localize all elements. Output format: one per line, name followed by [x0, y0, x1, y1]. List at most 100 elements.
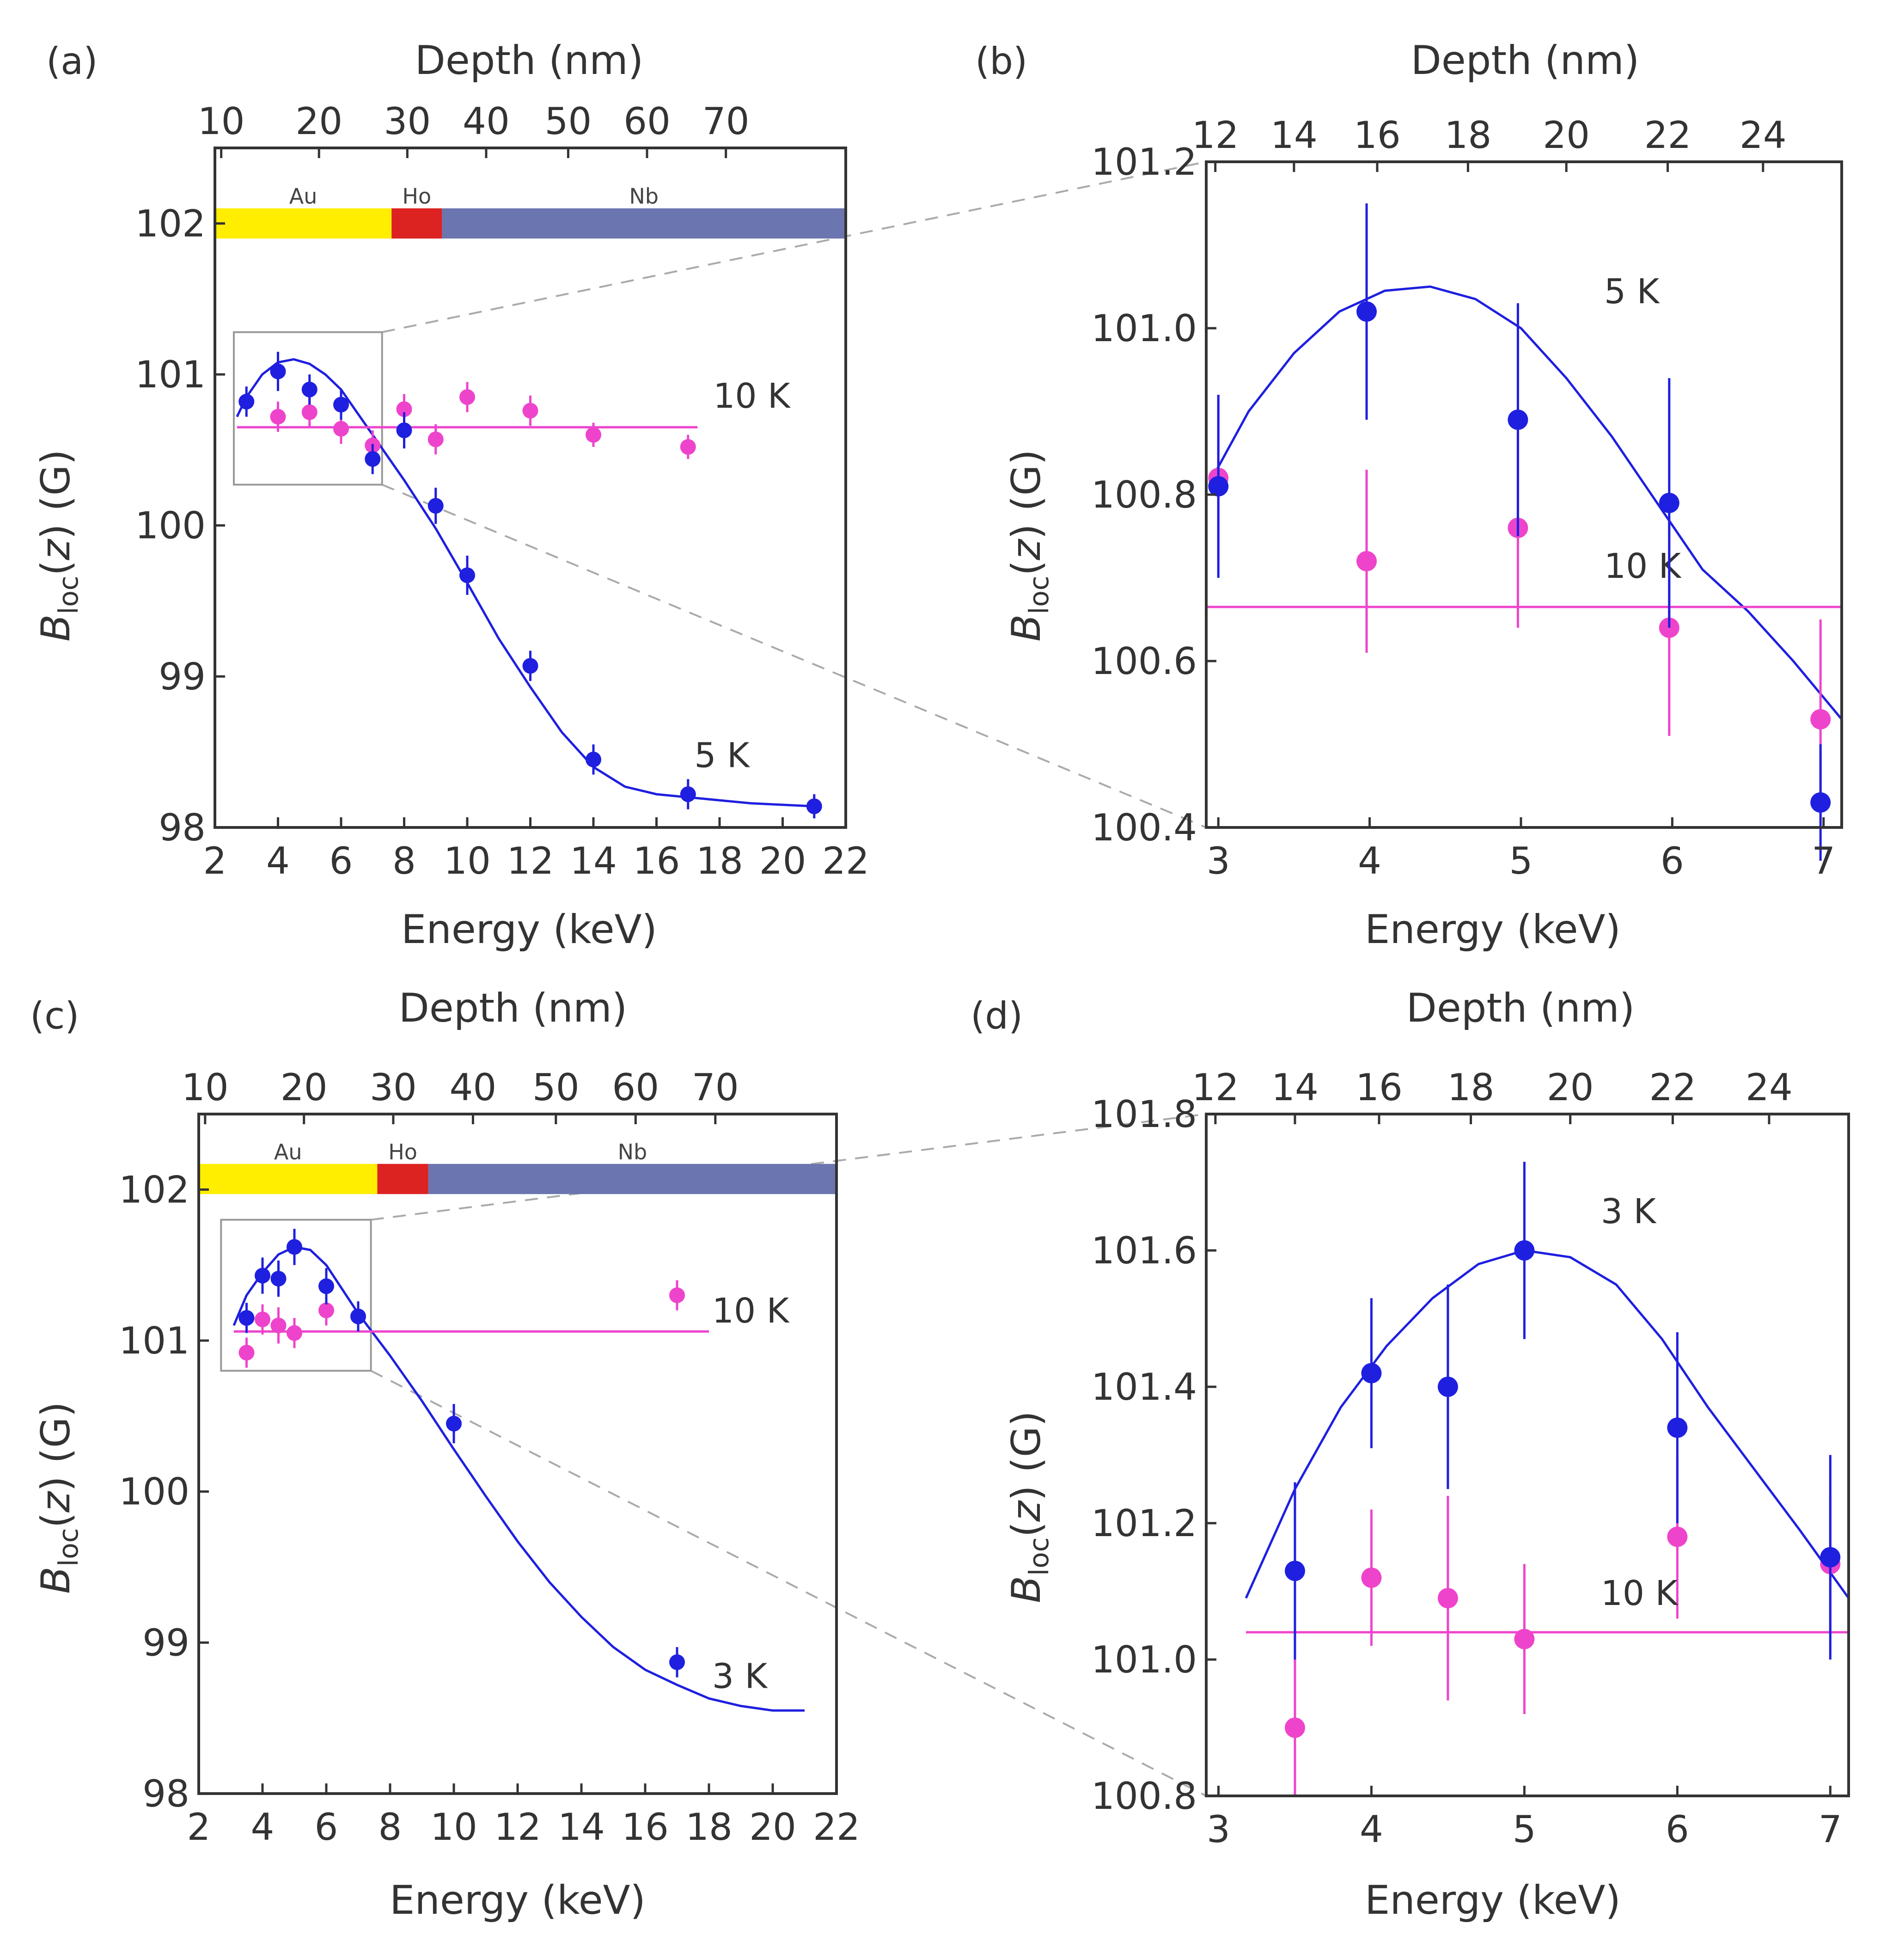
- y-axis-title-c: Bloc(z) (G): [33, 1402, 84, 1594]
- panel-label-b: (b): [975, 40, 1027, 83]
- data-point-10K-a: [427, 431, 444, 447]
- panel-c: (c) Depth (nm) Energy (keV) Bloc(z) (G) …: [30, 985, 860, 1923]
- y-tick-label-c: 98: [142, 1772, 189, 1815]
- zoom-connector-c: [370, 1370, 1207, 1797]
- x-tick-label-a: 18: [696, 839, 743, 882]
- fit-line-3K-c: [232, 1245, 805, 1712]
- depth-axis-title-d: Depth (nm): [1406, 985, 1635, 1031]
- x-tick-label-a: 22: [822, 839, 869, 882]
- x-tick-label-d: 6: [1666, 1808, 1689, 1851]
- panel-a: (a) Depth (nm) Energy (keV) Bloc(z) (G) …: [33, 37, 869, 953]
- plot-area-b: 10 K 5 K 3 4 5 6 7 100.4 100.6 100.8 101.0 101.212 1…: [1091, 114, 1843, 882]
- layer-label-nb-a: Nb: [629, 184, 659, 209]
- fit-line-3K-d: [1245, 1249, 1850, 1599]
- depth-tick-label-d: 18: [1447, 1066, 1495, 1109]
- plot-frame-d: [1205, 1113, 1850, 1797]
- layer-bar-ho-c: [377, 1164, 428, 1194]
- zoom-connector-a: [382, 161, 1207, 333]
- x-tick-label-c: 18: [685, 1806, 733, 1849]
- depth-tick-label-d: 24: [1746, 1066, 1793, 1109]
- x-tick-label-b: 6: [1661, 839, 1684, 882]
- data-point-5K-a: [238, 393, 255, 410]
- y-tick-label-b: 100.6: [1091, 640, 1197, 683]
- series-label-5K-a: 5 K: [694, 735, 751, 775]
- x-tick-label-a: 14: [570, 839, 617, 882]
- data-point-10K-a: [586, 427, 601, 443]
- depth-tick-label-d: 22: [1649, 1066, 1697, 1109]
- data-point-5K-a: [301, 381, 318, 398]
- depth-tick-label-d: 12: [1192, 1066, 1239, 1109]
- y-tick-label-b: 100.4: [1091, 806, 1197, 849]
- depth-tick-label-d: 20: [1547, 1066, 1594, 1109]
- panel-label-c: (c): [30, 994, 79, 1037]
- data-point-5K-b: [1508, 410, 1528, 430]
- x-tick-label-a: 6: [330, 839, 353, 882]
- x-tick-label-c: 2: [187, 1806, 211, 1849]
- layer-label-ho-c: Ho: [388, 1139, 417, 1164]
- series-label-10K-a: 10 K: [713, 376, 791, 416]
- x-tick-label-d: 7: [1819, 1808, 1842, 1851]
- data-point-3K-c: [287, 1239, 302, 1255]
- x-tick-label-b: 4: [1358, 839, 1381, 882]
- y-tick-label-d: 100.8: [1091, 1775, 1197, 1818]
- energy-axis-title-a: Energy (keV): [401, 906, 657, 953]
- depth-tick-label-b: 18: [1444, 114, 1491, 157]
- depth-tick-label-c: 70: [692, 1066, 739, 1109]
- depth-tick-label-a: 50: [545, 100, 592, 143]
- plot-frame-b: [1205, 160, 1843, 829]
- data-point-10K-a: [270, 409, 286, 425]
- x-tick-label-c: 12: [494, 1806, 541, 1849]
- plot-area-d: 10 K 3 K 3 4 5 6 7 100.8 101.0 101.2 101.4 101.6 101…: [1091, 1066, 1850, 1851]
- data-point-10K-a: [459, 389, 475, 405]
- data-point-10K-c: [669, 1287, 685, 1303]
- y-axis-title-a: Bloc(z) (G): [33, 449, 84, 642]
- y-tick-label-c: 99: [142, 1621, 189, 1664]
- data-point-10K-a: [396, 401, 412, 417]
- depth-tick-label-b: 22: [1644, 114, 1691, 157]
- x-tick-label-c: 8: [379, 1806, 402, 1849]
- depth-tick-label-b: 14: [1270, 114, 1318, 157]
- data-point-3K-d: [1284, 1561, 1305, 1581]
- data-point-5K-b: [1208, 476, 1229, 496]
- data-point-5K-b: [1356, 301, 1377, 322]
- depth-tick-label-a: 20: [295, 100, 342, 143]
- data-point-5K-b: [1810, 792, 1831, 813]
- data-point-10K-c: [287, 1325, 302, 1341]
- data-point-10K-d: [1284, 1717, 1305, 1738]
- y-axis-title-d: Bloc(z) (G): [1003, 1411, 1055, 1603]
- depth-tick-label-c: 10: [182, 1066, 229, 1109]
- layer-label-au-c: Au: [274, 1139, 302, 1164]
- energy-axis-title-d: Energy (keV): [1365, 1877, 1621, 1923]
- y-tick-label-a: 98: [159, 806, 206, 849]
- data-point-5K-a: [680, 786, 696, 802]
- data-point-3K-d: [1361, 1363, 1382, 1384]
- fit-line-5K-b: [1215, 285, 1843, 720]
- data-point-5K-a: [806, 798, 822, 815]
- series-label-10K-d: 10 K: [1601, 1574, 1679, 1613]
- data-point-10K-c: [255, 1311, 270, 1328]
- series-label-10K-b: 10 K: [1604, 546, 1682, 586]
- data-point-3K-c: [318, 1278, 334, 1294]
- data-point-5K-a: [522, 658, 538, 674]
- panel-label-a: (a): [46, 40, 98, 83]
- layer-label-au-a: Au: [289, 184, 318, 209]
- data-point-10K-b: [1810, 709, 1831, 729]
- data-point-3K-d: [1820, 1547, 1841, 1568]
- layer-bar-ho-a: [391, 208, 442, 239]
- x-tick-label-c: 20: [749, 1806, 796, 1849]
- data-point-10K-a: [522, 403, 538, 419]
- depth-tick-label-a: 60: [623, 100, 671, 143]
- depth-tick-label-b: 20: [1543, 114, 1590, 157]
- y-axis-title-b: Bloc(z) (G): [1003, 449, 1055, 642]
- plot-area-c: Au Ho Nb 10 K 3 K 2 4 6 8 10 12 14 16 18 20 22 98 99 100 10…: [119, 1066, 860, 1849]
- y-tick-label-b: 100.8: [1091, 473, 1197, 516]
- plot-frame-a: [214, 147, 847, 829]
- series-label-3K-d: 3 K: [1601, 1192, 1657, 1231]
- data-point-10K-d: [1437, 1588, 1458, 1609]
- data-point-10K-d: [1667, 1526, 1688, 1547]
- panel-label-d: (d): [971, 994, 1023, 1037]
- depth-tick-label-d: 14: [1271, 1066, 1319, 1109]
- depth-tick-label-c: 60: [612, 1066, 659, 1109]
- data-point-10K-d: [1514, 1629, 1535, 1649]
- y-tick-label-a: 100: [135, 504, 206, 547]
